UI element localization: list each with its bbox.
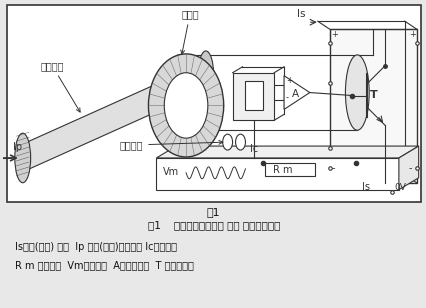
Text: R m 测量电阻  Vm输出电压  A运算放大器  T 功率放大器: R m 测量电阻 Vm输出电压 A运算放大器 T 功率放大器 xyxy=(15,260,193,270)
Bar xyxy=(7,5,420,201)
Text: 付边线圈: 付边线圈 xyxy=(119,140,222,150)
Polygon shape xyxy=(156,158,398,190)
Ellipse shape xyxy=(345,55,368,130)
Text: Ic: Ic xyxy=(250,144,258,154)
Ellipse shape xyxy=(198,51,213,100)
Bar xyxy=(232,73,273,120)
Ellipse shape xyxy=(15,133,31,183)
Polygon shape xyxy=(19,60,210,174)
Text: Is: Is xyxy=(361,182,369,192)
Text: Vm: Vm xyxy=(163,167,179,177)
Text: R m: R m xyxy=(273,165,292,175)
Text: A: A xyxy=(291,88,298,99)
Text: +: + xyxy=(331,30,338,39)
Ellipse shape xyxy=(235,134,245,150)
Text: 图1: 图1 xyxy=(207,208,220,217)
Text: -: - xyxy=(408,163,412,173)
Text: Is补偿(付边) 电流  Ip 初级(原边)输入电流 Ic霍尔电势: Is补偿(付边) 电流 Ip 初级(原边)输入电流 Ic霍尔电势 xyxy=(15,242,176,252)
Text: Is: Is xyxy=(296,9,305,19)
Ellipse shape xyxy=(148,54,223,157)
Ellipse shape xyxy=(164,73,207,138)
Polygon shape xyxy=(156,146,418,158)
Bar xyxy=(265,163,314,176)
Text: 原边导体: 原边导体 xyxy=(40,61,80,112)
Text: 集磁环: 集磁环 xyxy=(180,9,198,54)
Bar xyxy=(245,81,263,110)
Text: T: T xyxy=(369,90,377,99)
Bar xyxy=(329,29,416,183)
Ellipse shape xyxy=(222,134,232,150)
Polygon shape xyxy=(283,76,309,109)
Text: 图1    为闭环电流传感器 基本 结构及原理图: 图1 为闭环电流传感器 基本 结构及原理图 xyxy=(147,221,279,230)
Text: +: + xyxy=(408,30,414,39)
Text: Ip: Ip xyxy=(13,142,22,152)
Text: -: - xyxy=(331,163,334,173)
Ellipse shape xyxy=(167,55,190,130)
Text: -: - xyxy=(285,94,288,103)
Text: +: + xyxy=(285,76,292,85)
Text: 0V: 0V xyxy=(393,183,405,192)
Polygon shape xyxy=(398,146,418,190)
